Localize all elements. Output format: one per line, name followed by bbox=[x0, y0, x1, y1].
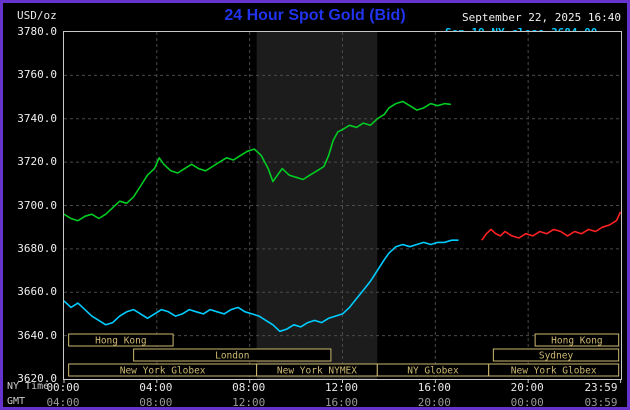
y-tick-label: 3620.0 bbox=[17, 372, 57, 385]
session-label: NY Globex bbox=[407, 366, 459, 377]
y-tick-label: 3680.0 bbox=[17, 241, 57, 255]
session-box bbox=[492, 348, 620, 362]
xlabels-gmt-tick: 00:00 bbox=[510, 396, 544, 409]
session-label: Sydney bbox=[539, 351, 574, 362]
xlabels-ny-tick: 12:00 bbox=[324, 381, 359, 394]
y-tick-label: 3660.0 bbox=[17, 285, 57, 299]
ny-time-axis-label: NY Time bbox=[7, 381, 50, 392]
xlabels-ny-tick: 23:59 bbox=[584, 381, 618, 394]
gmt-axis-label: GMT bbox=[7, 396, 26, 407]
y-tick-label: 3740.0 bbox=[17, 111, 57, 125]
series-sep-21-sunday bbox=[481, 211, 622, 241]
chart-title: 24 Hour Spot Gold (Bid) bbox=[224, 7, 406, 24]
session-label: New York Globex bbox=[511, 366, 597, 377]
y-axis-unit-label: USD/oz bbox=[17, 9, 57, 22]
xlabels-ny-tick: 04:00 bbox=[139, 381, 173, 394]
session-box bbox=[488, 363, 620, 377]
x-axis-gmt-labels: 04:00 08:00 12:00 16:00 20:00 00:00 03:59 bbox=[3, 396, 627, 409]
session-label: New York NYMEX bbox=[277, 366, 357, 377]
xlabels-gmt-tick: 20:00 bbox=[417, 396, 451, 409]
session-box bbox=[68, 333, 174, 347]
xlabels-ny-tick: 20:00 bbox=[510, 381, 544, 394]
y-tick-label: 3720.0 bbox=[17, 155, 57, 169]
y-tick-label: 3760.0 bbox=[17, 68, 57, 82]
session-label: Hong Kong bbox=[551, 336, 602, 347]
session-box bbox=[133, 348, 332, 362]
session-label: London bbox=[215, 351, 249, 362]
xlabels-gmt-tick: 16:00 bbox=[324, 396, 359, 409]
xlabels-gmt-tick: 08:00 bbox=[139, 396, 173, 409]
y-tick-label: 3700.0 bbox=[17, 198, 57, 212]
y-tick-label: 3640.0 bbox=[17, 328, 57, 342]
xlabels-gmt-tick: 03:59 bbox=[584, 396, 618, 409]
xlabels-gmt-tick: 12:00 bbox=[232, 396, 266, 409]
x-axis-ny-labels: 00:00 04:00 08:00 12:00 16:00 20:00 23:59 bbox=[3, 381, 627, 394]
xlabels-gmt-tick: 04:00 bbox=[46, 396, 80, 409]
session-label: Hong Kong bbox=[95, 336, 146, 347]
session-label: New York Globex bbox=[120, 366, 206, 377]
xlabels-ny-tick: 16:00 bbox=[417, 381, 451, 394]
price-chart: Hong Kong Hong Kong London Sydney New York G… bbox=[63, 32, 622, 383]
series-sep-19-ny-close bbox=[63, 239, 459, 333]
chart-datetime: September 22, 2025 16:40 bbox=[462, 11, 621, 24]
xlabels-ny-tick: 00:00 bbox=[46, 381, 80, 394]
session-box bbox=[534, 333, 620, 347]
series-sep-22 bbox=[63, 100, 452, 222]
plot-area: Hong Kong Hong Kong London Sydney New York G… bbox=[63, 31, 622, 383]
xlabels-ny-tick: 08:00 bbox=[232, 381, 266, 394]
y-tick-label: 3780.0 bbox=[17, 25, 57, 38]
